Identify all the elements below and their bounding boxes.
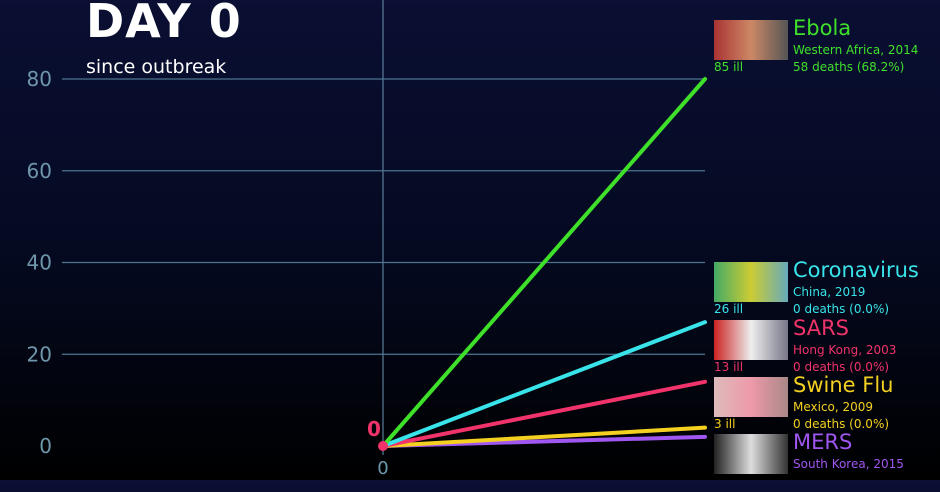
series-deaths: 0 deaths (0.0%) [793,417,890,431]
series-ill: 13 ill [714,360,744,374]
ebola-photo [714,20,788,60]
legend-entry: Coronavirus China, 2019 0 deaths (0.0%) 26 … [714,258,940,320]
y-tick-label: 40 [27,251,52,275]
origin-dot [378,441,388,451]
series-place: Western Africa, 2014 [793,43,919,57]
mers-photo [714,434,788,474]
legend-entry: MERS South Korea, 2015 [714,430,940,492]
current-value-marker: 0 [367,417,381,441]
legend-entry: Ebola Western Africa, 2014 58 deaths (68.2… [714,16,940,78]
series-name: Swine Flu [793,373,894,397]
day-title: DAY 0 [86,0,242,48]
y-tick-label: 20 [27,342,52,366]
series-name: Ebola [793,16,852,40]
series-name: SARS [793,316,850,340]
series-ill: 85 ill [714,60,744,74]
day-subtitle: since outbreak [86,56,227,78]
legend-entry: Swine Flu Mexico, 2009 0 deaths (0.0%) 3 il… [714,373,940,435]
series-line-sars [381,379,707,448]
y-tick-label: 80 [27,67,52,91]
legend-entry: SARS Hong Kong, 2003 0 deaths (0.0%) 13 ill [714,316,940,378]
series-name: MERS [793,430,853,454]
sars-photo [714,320,788,360]
series-deaths: 0 deaths (0.0%) [793,360,890,374]
series-place: South Korea, 2015 [793,457,904,471]
y-tick-label: 60 [27,159,52,183]
series-line-ebola [381,77,707,448]
series-line-coronavirus [381,320,707,448]
series-name: Coronavirus [793,258,919,282]
series-deaths: 0 deaths (0.0%) [793,302,890,316]
coronavirus-photo [714,262,788,302]
chart: 0 20 40 60 80 0 0 [27,0,707,479]
series-place: Mexico, 2009 [793,400,874,414]
series-place: China, 2019 [793,285,866,299]
swine-flu-photo [714,377,788,417]
y-tick-label: 0 [39,434,52,458]
series-place: Hong Kong, 2003 [793,343,897,357]
series-line-swine-flu [381,425,707,448]
series-ill: 3 ill [714,417,736,431]
x-tick-label: 0 [377,458,388,479]
series-deaths: 58 deaths (68.2%) [793,60,905,74]
series-ill: 26 ill [714,302,744,316]
